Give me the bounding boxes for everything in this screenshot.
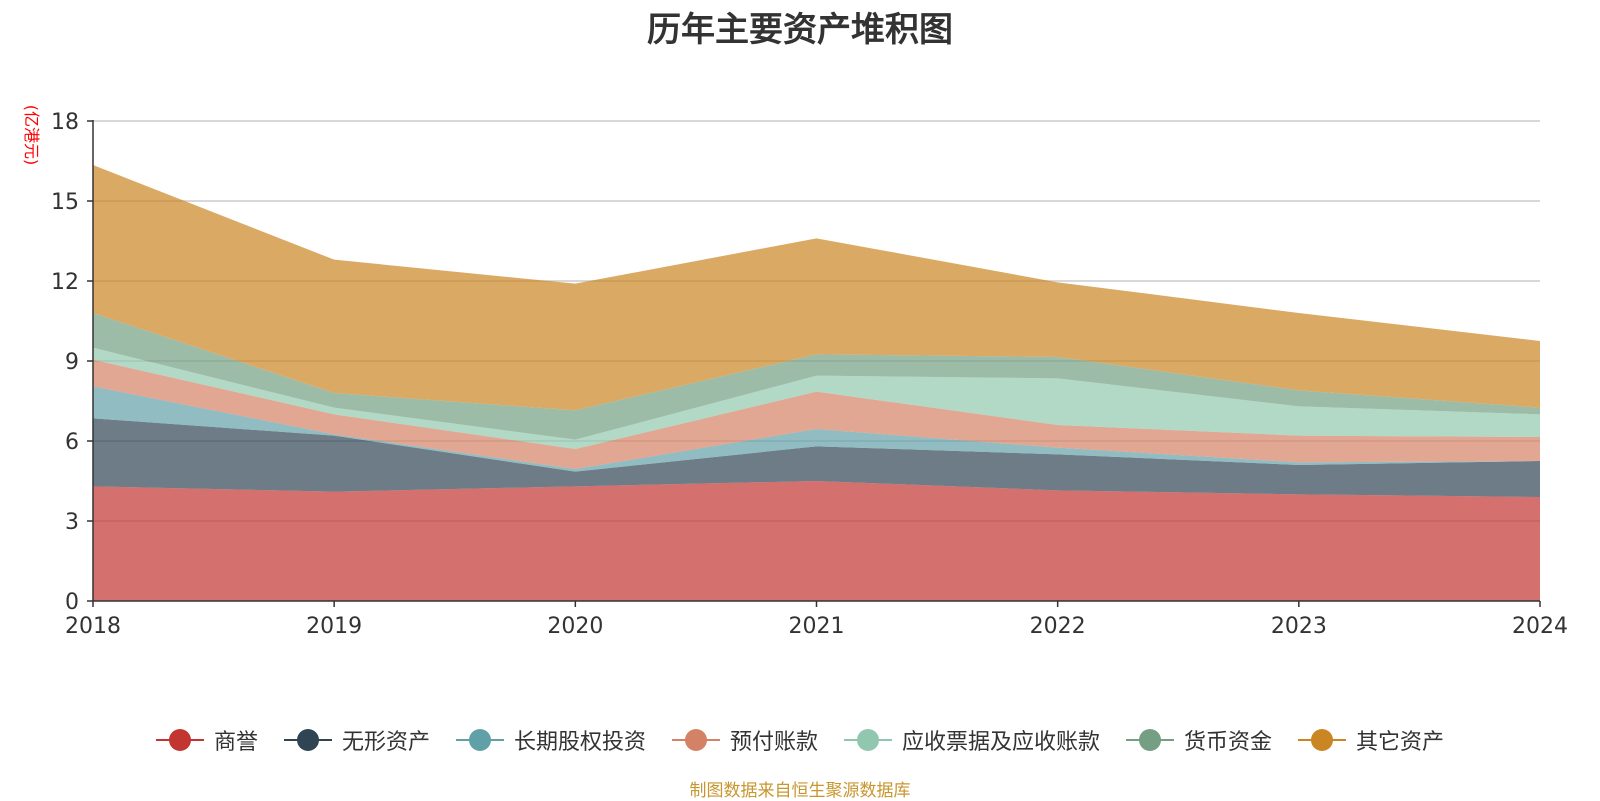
y-unit-label: (亿港元) <box>22 105 41 166</box>
y-tick-label: 3 <box>65 510 79 535</box>
legend-item[interactable]: 其它资产 <box>1298 724 1444 756</box>
area-series-6 <box>93 165 1540 411</box>
chart-title: 历年主要资产堆积图 <box>647 10 953 50</box>
y-tick-label: 9 <box>65 350 79 375</box>
y-tick-label: 18 <box>51 110 79 135</box>
legend-label: 货币资金 <box>1184 730 1273 755</box>
legend-label: 长期股权投资 <box>513 730 646 755</box>
legend-marker-icon <box>455 728 504 752</box>
legend-item[interactable]: 无形资产 <box>283 724 430 756</box>
legend: 商誉 无形资产 长期股权投资 预付账款 应收票据及应收账款 货币资金 其它资产 <box>0 720 1600 760</box>
area-series <box>93 165 1540 601</box>
source-note: 制图数据来自恒生聚源数据库 <box>689 781 911 801</box>
legend-marker-icon <box>844 728 892 752</box>
x-tick-label: 2018 <box>65 614 121 639</box>
y-tick-label: 12 <box>51 270 79 295</box>
legend-item[interactable]: 应收票据及应收账款 <box>844 724 1100 756</box>
x-tick-label: 2019 <box>306 614 362 639</box>
legend-marker-icon <box>1126 728 1175 752</box>
x-tick-label: 2021 <box>789 614 845 639</box>
area-series-1 <box>93 418 1540 497</box>
area-series-5 <box>93 313 1540 440</box>
legend-marker-icon <box>155 728 204 752</box>
x-tick-label: 2023 <box>1271 614 1327 639</box>
legend-item[interactable]: 商誉 <box>155 724 258 756</box>
y-tick-label: 15 <box>51 190 79 215</box>
area-series-0 <box>93 481 1540 601</box>
area-series-3 <box>93 359 1540 469</box>
y-tick-label: 0 <box>65 590 79 615</box>
x-tick-label: 2020 <box>547 614 603 639</box>
legend-label: 其它资产 <box>1356 730 1445 755</box>
legend-marker-icon <box>283 728 332 752</box>
legend-marker-icon <box>671 728 720 752</box>
legend-label: 无形资产 <box>341 730 430 755</box>
axes: 0 3 6 9 12 15 18 2018 2019 2020 2021 2022 2023 2024 <box>51 110 1568 639</box>
legend-label: 预付账款 <box>729 730 818 755</box>
legend-marker-icon <box>1298 728 1347 752</box>
x-tick-label: 2024 <box>1512 614 1568 639</box>
legend-item[interactable]: 货币资金 <box>1126 724 1272 756</box>
legend-label: 商誉 <box>213 730 258 755</box>
x-tick-label: 2022 <box>1030 614 1086 639</box>
y-tick-label: 6 <box>65 430 79 455</box>
legend-label: 应收票据及应收账款 <box>902 730 1101 755</box>
legend-item[interactable]: 预付账款 <box>671 724 818 756</box>
area-series-4 <box>93 347 1540 449</box>
legend-item[interactable]: 长期股权投资 <box>455 724 646 756</box>
